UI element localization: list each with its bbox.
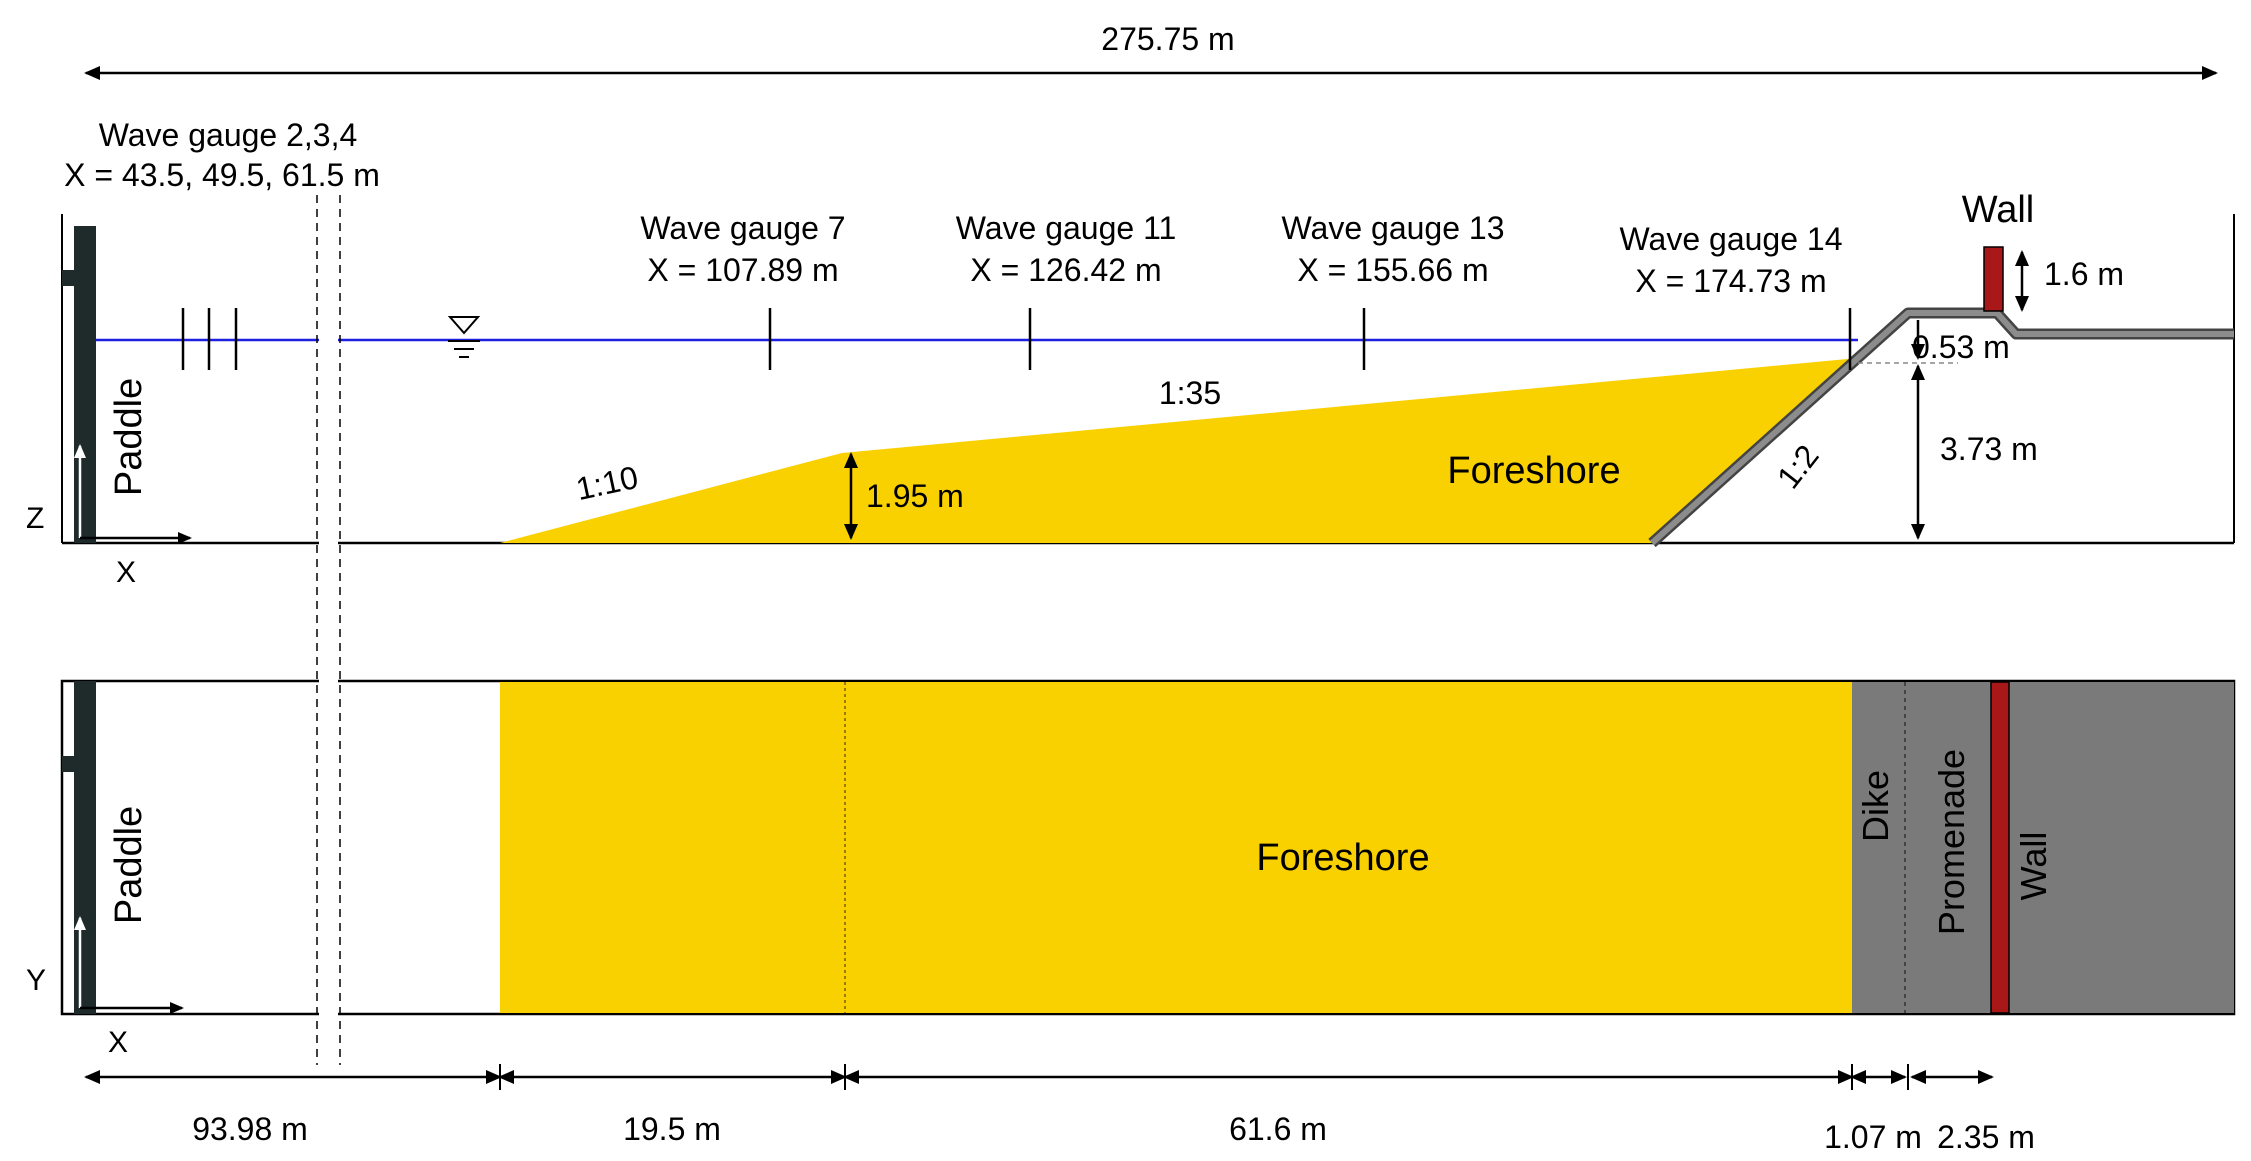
- plan-paddle-label: Paddle: [108, 806, 150, 924]
- side-wall-label: Wall: [1962, 189, 2034, 231]
- side-axis-x-label: X: [116, 556, 136, 589]
- gauge-13-pos: X = 155.66 m: [1297, 252, 1488, 288]
- dim-107-label: 1.07 m: [1824, 1119, 1922, 1155]
- plan-foreshore-label: Foreshore: [1256, 837, 1429, 879]
- plan-axis-y-label: Y: [26, 964, 46, 997]
- break-lines: [316, 195, 341, 1065]
- side-dike-fill: [1649, 310, 2234, 546]
- plan-wall-label: Wall: [2013, 832, 2054, 901]
- plan-promenade-label: Promenade: [1931, 749, 1972, 935]
- step-height-label: 1.95 m: [866, 478, 964, 514]
- gauge-13-name: Wave gauge 13: [1282, 210, 1505, 246]
- plan-paddle: [74, 681, 96, 1014]
- gauge-7-name: Wave gauge 7: [640, 210, 845, 246]
- slope-toe-label: 1:10: [573, 459, 641, 507]
- side-foreshore: [500, 358, 1858, 543]
- side-wall: [1983, 246, 2004, 312]
- dim-61-label: 61.6 m: [1229, 1111, 1327, 1147]
- water-level-symbol: [447, 316, 481, 358]
- gauge-14-name: Wave gauge 14: [1620, 221, 1843, 257]
- slope-foreshore-label: 1:35: [1159, 375, 1221, 411]
- plan-dike-label: Dike: [1855, 770, 1896, 842]
- plan-foreshore: [500, 682, 1852, 1013]
- dim-235-label: 2.35 m: [1937, 1119, 2035, 1155]
- wall-height-label: 1.6 m: [2044, 256, 2124, 292]
- dim-19-label: 19.5 m: [623, 1111, 721, 1147]
- plan-view: Paddle Y X Foreshore Dike Promenade Wall: [26, 679, 2236, 1059]
- side-paddle-bracket: [62, 270, 74, 286]
- gauge-14-pos: X = 174.73 m: [1635, 263, 1826, 299]
- side-paddle-label: Paddle: [108, 378, 150, 496]
- gauge-7-pos: X = 107.89 m: [647, 252, 838, 288]
- side-foreshore-label: Foreshore: [1447, 450, 1620, 492]
- plan-paddle-bracket: [62, 756, 74, 772]
- water-depth-label: 3.73 m: [1940, 431, 2038, 467]
- plan-wall: [1990, 681, 2010, 1014]
- gauge-11-name: Wave gauge 11: [956, 210, 1177, 246]
- plan-dike-promenade: [1852, 682, 2234, 1013]
- side-axis-z-label: Z: [26, 502, 44, 535]
- gauge-ticks: [181, 308, 1852, 370]
- dim-93-label: 93.98 m: [192, 1111, 308, 1147]
- slope-dike-label: 1:2: [1770, 438, 1826, 495]
- total-length-dimension: 275.75 m: [84, 21, 2218, 80]
- plan-axis-x-label: X: [108, 1026, 128, 1059]
- gauge-234-name: Wave gauge 2,3,4: [99, 117, 358, 153]
- gauge-11-pos: X = 126.42 m: [970, 252, 1161, 288]
- bottom-dimensions: 93.98 m 19.5 m 61.6 m 1.07 m 2.35 m: [84, 1064, 2035, 1155]
- freeboard-label: 0.53 m: [1912, 329, 2010, 365]
- gauge-234-pos: X = 43.5, 49.5, 61.5 m: [64, 157, 380, 193]
- total-length-label: 275.75 m: [1101, 21, 1234, 57]
- side-paddle: [74, 226, 96, 543]
- side-view: Paddle Z X Wall 1.6 m: [26, 117, 2235, 589]
